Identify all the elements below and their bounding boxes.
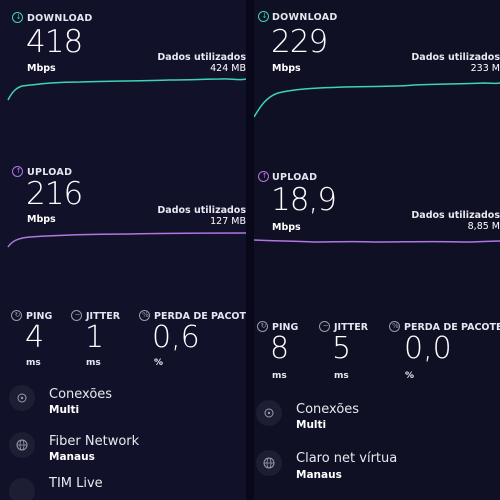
jitter-label: JITTER bbox=[334, 322, 369, 333]
upload-graph bbox=[7, 232, 246, 248]
upload-unit: Mbps bbox=[27, 214, 56, 225]
upload-arrow-icon: ↑ bbox=[12, 166, 23, 177]
upload-label: UPLOAD bbox=[27, 167, 73, 178]
jitter-value: 1 bbox=[85, 320, 105, 355]
ping-value: 4 bbox=[25, 320, 45, 355]
provider-name: TIM Live bbox=[49, 476, 103, 491]
loss-label: PERDA DE PACOTES bbox=[154, 311, 246, 322]
download-data-label: Dados utilizados bbox=[411, 52, 500, 63]
upload-data-value: 127 MB bbox=[210, 216, 246, 227]
loss-label: PERDA DE PACOTES bbox=[404, 322, 500, 333]
download-data-value: 424 MB bbox=[210, 63, 246, 74]
ping-label: PING bbox=[26, 311, 53, 322]
globe-icon bbox=[256, 450, 282, 476]
server-location: Manaus bbox=[49, 451, 95, 463]
upload-data-label: Dados utilizados bbox=[411, 210, 500, 221]
upload-unit: Mbps bbox=[272, 222, 301, 233]
download-label: DOWNLOAD bbox=[272, 12, 338, 23]
download-arrow-icon: ↓ bbox=[12, 12, 23, 23]
download-graph bbox=[7, 78, 246, 101]
provider-icon bbox=[9, 478, 35, 500]
server-name[interactable]: Claro net vírtua bbox=[296, 451, 398, 466]
download-data-label: Dados utilizados bbox=[157, 52, 246, 63]
connections-icon bbox=[256, 400, 282, 426]
loss-unit: % bbox=[154, 358, 164, 368]
download-graph bbox=[254, 82, 500, 118]
jitter-unit: ms bbox=[334, 371, 349, 381]
packet-loss-icon: % bbox=[389, 321, 400, 332]
connections-icon bbox=[9, 385, 35, 411]
packet-loss-icon: % bbox=[139, 310, 150, 321]
download-data-value: 233 M bbox=[470, 63, 500, 74]
jitter-icon: ~ bbox=[71, 310, 82, 321]
panel-divider bbox=[246, 0, 254, 500]
jitter-value: 5 bbox=[332, 331, 352, 366]
connections-value: Multi bbox=[296, 419, 327, 431]
download-arrow-icon: ↓ bbox=[258, 11, 269, 22]
upload-graph bbox=[254, 239, 500, 243]
loss-value: 0,6 bbox=[152, 320, 200, 355]
jitter-label: JITTER bbox=[86, 311, 121, 322]
upload-data-value: 8,85 M bbox=[467, 221, 500, 232]
upload-value: 18,9 bbox=[271, 182, 337, 218]
upload-value: 216 bbox=[26, 176, 83, 212]
server-name[interactable]: Fiber Network bbox=[49, 434, 140, 449]
ping-icon: ↻ bbox=[11, 310, 22, 321]
upload-arrow-icon: ↑ bbox=[258, 171, 269, 182]
jitter-unit: ms bbox=[86, 358, 101, 368]
server-location: Manaus bbox=[296, 469, 342, 481]
ping-unit: ms bbox=[272, 371, 287, 381]
ping-value: 8 bbox=[270, 331, 290, 366]
left-result-panel: ↓ DOWNLOAD 418 Mbps Dados utilizados 424… bbox=[0, 0, 246, 500]
download-unit: Mbps bbox=[27, 63, 56, 74]
loss-value: 0,0 bbox=[404, 331, 452, 366]
connections-title: Conexões bbox=[49, 387, 113, 402]
right-result-panel: ↓ DOWNLOAD 229 Mbps Dados utilizados 233… bbox=[254, 0, 500, 500]
loss-unit: % bbox=[405, 371, 415, 381]
download-value: 229 bbox=[271, 24, 328, 60]
upload-data-label: Dados utilizados bbox=[157, 205, 246, 216]
ping-icon: ↻ bbox=[257, 321, 268, 332]
globe-icon bbox=[9, 432, 35, 458]
download-label: DOWNLOAD bbox=[27, 13, 93, 24]
upload-label: UPLOAD bbox=[272, 172, 318, 183]
connections-value: Multi bbox=[49, 404, 80, 416]
connections-title: Conexões bbox=[296, 402, 360, 417]
download-value: 418 bbox=[26, 24, 83, 60]
download-unit: Mbps bbox=[272, 63, 301, 74]
ping-label: PING bbox=[272, 322, 299, 333]
jitter-icon: ~ bbox=[319, 321, 330, 332]
ping-unit: ms bbox=[26, 358, 41, 368]
